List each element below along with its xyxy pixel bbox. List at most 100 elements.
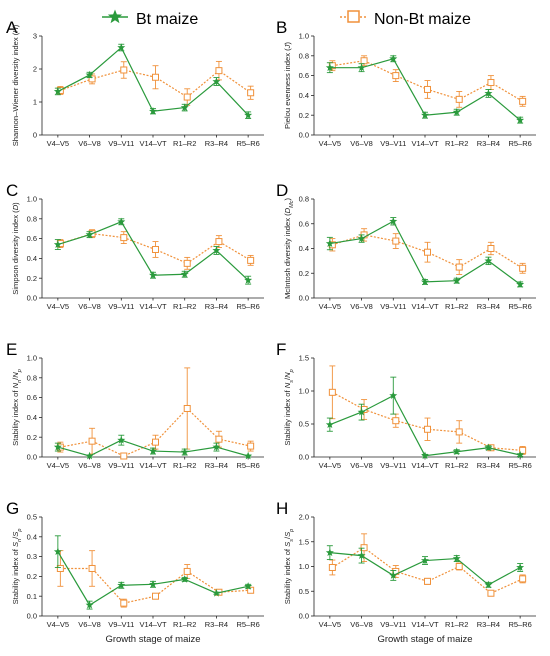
y-axis-label: Shannon–Wiener diversity index (H)	[11, 24, 20, 146]
x-tick-label: R5–R6	[508, 139, 531, 148]
x-tick-label: R5–R6	[236, 461, 259, 470]
data-point-square	[247, 256, 255, 264]
y-axis-label: McIntosh diversity index (DMc)	[283, 198, 295, 300]
y-tick-label: 0.4	[27, 254, 37, 263]
data-point-star	[421, 277, 429, 286]
data-point-star	[180, 575, 189, 583]
data-point-star	[85, 70, 94, 79]
x-tick-label: R5–R6	[508, 302, 531, 311]
star-icon	[102, 9, 128, 24]
x-tick-label: V6–V8	[78, 461, 101, 470]
legend-bt-star	[107, 9, 123, 24]
panel-F: F 0.0 0.5 1.0 1.5 V4–V5 V6–V8 V9–V11 V14–VT R1–R2…	[276, 340, 536, 470]
data-point-star	[325, 420, 334, 429]
panel-letter-E: E	[6, 340, 17, 359]
panel-E: E 0.0 0.2 0.4 0.6 0.8 1.0 V4–V5 V6–V8 V9–V11 V14–V…	[6, 340, 264, 470]
data-point-star	[325, 239, 334, 247]
data-point-square	[424, 577, 431, 585]
data-point-star	[212, 77, 221, 85]
data-point-star	[53, 87, 62, 95]
x-tick-label: V4–V5	[319, 620, 342, 629]
data-point-square	[88, 75, 96, 83]
data-point-star	[149, 446, 157, 455]
y-axis-label: Simpson diversity index (D)	[11, 202, 20, 295]
data-point-star	[357, 407, 366, 416]
y-tick-label: 0.0	[299, 453, 309, 462]
x-tick-label: R3–R4	[205, 620, 228, 629]
x-tick-label: R1–R2	[173, 302, 196, 311]
x-tick-label: R5–R6	[236, 302, 259, 311]
panel-D: D 0.0 0.2 0.4 0.6 0.8 V4–V5 V6–V8 V9–V11 V14–VT R1…	[276, 181, 536, 311]
y-axis-label: Stability index of Ss/Sp	[283, 529, 295, 605]
y-tick-label: 0.5	[299, 420, 309, 429]
data-point-star	[117, 217, 126, 226]
y-tick-label: 0.0	[27, 294, 37, 303]
data-point-square	[328, 388, 336, 396]
data-point-star	[149, 580, 157, 588]
data-point-square	[56, 564, 64, 572]
series-non-bt-maize	[328, 55, 527, 108]
y-axis-label: Stability index of Sn/Sp	[11, 529, 23, 605]
x-tick-label: R1–R2	[445, 302, 468, 311]
x-tick-label: R5–R6	[508, 620, 531, 629]
series-bt-maize	[325, 217, 525, 288]
y-tick-label: 0.2	[27, 433, 37, 442]
y-tick-label: 0.0	[299, 612, 309, 621]
data-point-square	[152, 73, 159, 81]
x-tick-label: V6–V8	[350, 620, 373, 629]
x-tick-label: R5–R6	[236, 139, 259, 148]
x-tick-label: V14–VT	[139, 620, 167, 629]
x-tick-label: R1–R2	[445, 461, 468, 470]
x-tick-label: V9–V11	[380, 139, 406, 148]
x-tick-label: R5–R6	[508, 461, 531, 470]
y-tick-label: 1.5	[299, 537, 309, 546]
x-tick-label: V9–V11	[380, 461, 406, 470]
x-tick-label: V9–V11	[380, 302, 406, 311]
data-point-square	[183, 567, 191, 575]
data-point-square	[247, 89, 255, 97]
data-point-star	[117, 581, 126, 589]
data-point-square	[88, 437, 96, 445]
data-point-star	[357, 234, 366, 242]
data-point-star	[452, 108, 461, 116]
series-non-bt-maize	[328, 533, 527, 597]
y-axis-label: Stability index of Ns/Np	[283, 369, 295, 445]
data-point-star	[389, 54, 398, 63]
x-tick-label: V4–V5	[319, 461, 342, 470]
y-tick-label: 0.2	[299, 269, 309, 278]
data-point-square	[392, 72, 400, 80]
legend-non-bt-maize: Non-Bt maize	[340, 10, 471, 28]
x-tick-label: V6–V8	[350, 139, 373, 148]
data-point-star	[244, 275, 253, 284]
data-point-square	[247, 442, 255, 450]
data-point-star	[421, 451, 429, 460]
y-tick-label: 0.0	[27, 612, 37, 621]
data-point-square	[487, 245, 495, 252]
data-point-star	[212, 246, 221, 254]
x-tick-label: V14–VT	[411, 139, 439, 148]
data-point-star	[516, 115, 525, 124]
y-tick-label: 0.8	[299, 195, 309, 204]
panel-B: B 0.0 0.2 0.4 0.6 0.8 1.0 V4–V5 V6–V8 V9–V11 V14–V…	[276, 18, 536, 148]
data-point-star	[244, 111, 253, 119]
data-point-square	[519, 575, 527, 583]
y-tick-label: 1.0	[299, 387, 309, 396]
x-tick-label: V9–V11	[380, 620, 406, 629]
data-point-star	[516, 280, 525, 288]
data-point-star	[452, 276, 461, 285]
x-tick-label: V6–V8	[350, 461, 373, 470]
x-tick-label: V4–V5	[47, 620, 70, 629]
data-point-star	[357, 551, 366, 560]
series-non-bt-maize	[328, 228, 527, 275]
data-point-star	[180, 447, 189, 456]
x-tick-label: V4–V5	[319, 302, 342, 311]
panel-letter-G: G	[6, 499, 19, 518]
y-tick-label: 1.5	[299, 354, 309, 363]
x-tick-label: R1–R2	[173, 620, 196, 629]
data-point-star	[516, 563, 525, 571]
y-tick-label: 1.0	[299, 32, 309, 41]
data-point-square	[392, 417, 400, 425]
x-tick-label: V4–V5	[47, 139, 70, 148]
x-tick-label: R3–R4	[477, 302, 500, 311]
data-point-star	[53, 547, 62, 556]
